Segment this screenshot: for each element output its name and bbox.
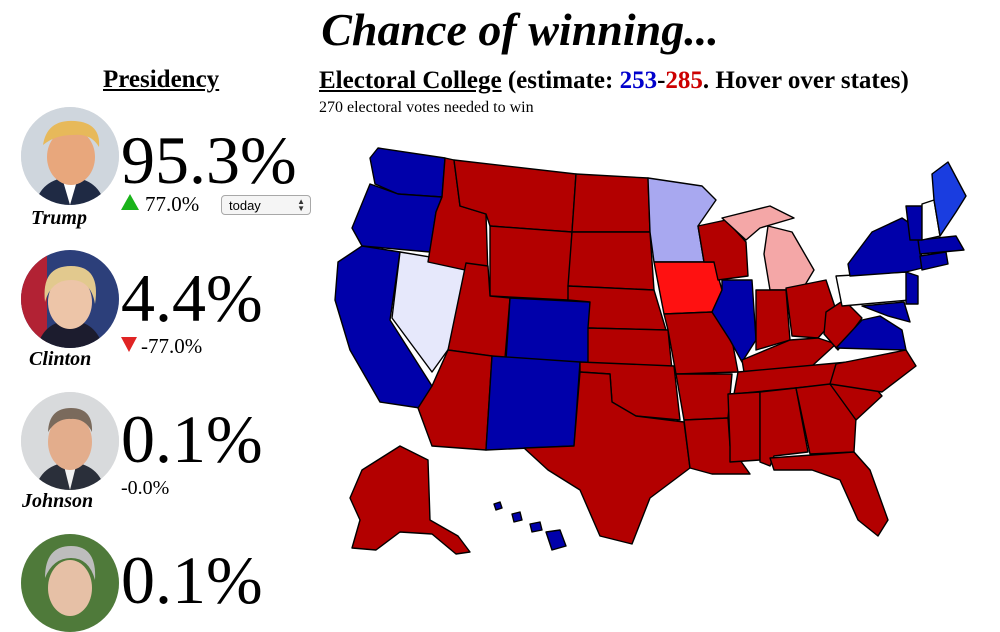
johnson-win-percent: 0.1% [121,401,263,477]
clinton-change-value: -77.0% [141,334,203,358]
clinton-change: -77.0% [121,334,202,358]
electoral-college-heading: Electoral College (estimate: 253-285. Ho… [319,66,909,96]
candidate-name-trump: Trump [31,207,87,229]
state-new-jersey[interactable] [905,271,919,305]
state-hawaii[interactable] [493,501,567,551]
state-north-carolina[interactable] [829,349,917,393]
candidate-4-photo [21,534,119,632]
state-california[interactable] [334,245,433,409]
johnson-change-value: -0.0% [121,477,170,499]
presidency-heading[interactable]: Presidency [103,66,220,93]
state-massachusetts[interactable] [917,235,965,255]
page-title: Chance of winning... [321,4,719,55]
time-range-selected: today [229,198,261,213]
state-illinois[interactable] [711,279,757,363]
state-iowa[interactable] [653,261,723,315]
johnson-photo [21,392,119,490]
candidate-name-clinton: Clinton [29,348,92,370]
down-arrow-icon [121,337,137,352]
estimate-dash: - [657,67,666,94]
state-georgia[interactable] [795,383,857,455]
johnson-change: -0.0% [121,476,169,500]
select-arrows-icon: ▲ ▼ [297,197,305,213]
state-south-dakota[interactable] [567,231,655,291]
state-virginia[interactable] [835,315,907,351]
candidate-4-win-percent: 0.1% [121,542,263,618]
state-michigan-upper[interactable] [721,205,795,241]
state-mississippi[interactable] [727,391,761,463]
clinton-photo [21,250,119,348]
state-florida[interactable] [769,451,889,537]
up-arrow-icon [121,194,139,210]
state-north-dakota[interactable] [571,173,651,233]
red-electoral-votes: 285 [665,67,703,94]
state-pennsylvania[interactable] [835,271,911,307]
candidate-name-johnson: Johnson [22,490,94,512]
estimate-prefix: (estimate: [507,67,620,94]
trump-change-value: 77.0% [145,192,200,216]
state-arkansas[interactable] [675,373,733,421]
state-indiana[interactable] [755,289,791,351]
blue-electoral-votes: 253 [619,67,658,94]
state-wyoming[interactable] [489,225,573,301]
clinton-win-percent: 4.4% [121,260,263,336]
state-maryland-dc[interactable] [861,301,911,323]
state-connecticut-ri[interactable] [919,251,949,271]
state-colorado[interactable] [505,297,591,367]
electoral-map[interactable] [320,140,1000,581]
state-michigan[interactable] [763,225,815,291]
estimate-suffix: . Hover over states) [702,67,909,94]
state-texas[interactable] [523,371,691,545]
trump-photo [21,107,119,205]
time-range-select[interactable]: today ▲ ▼ [221,195,311,215]
state-new-mexico[interactable] [485,355,581,451]
state-maine[interactable] [931,161,967,237]
state-alaska[interactable] [349,445,471,555]
trump-win-percent: 95.3% [121,122,297,198]
electoral-college-link[interactable]: Electoral College [319,67,502,94]
votes-needed-text: 270 electoral votes needed to win [319,99,534,116]
trump-change: 77.0% [121,192,199,216]
